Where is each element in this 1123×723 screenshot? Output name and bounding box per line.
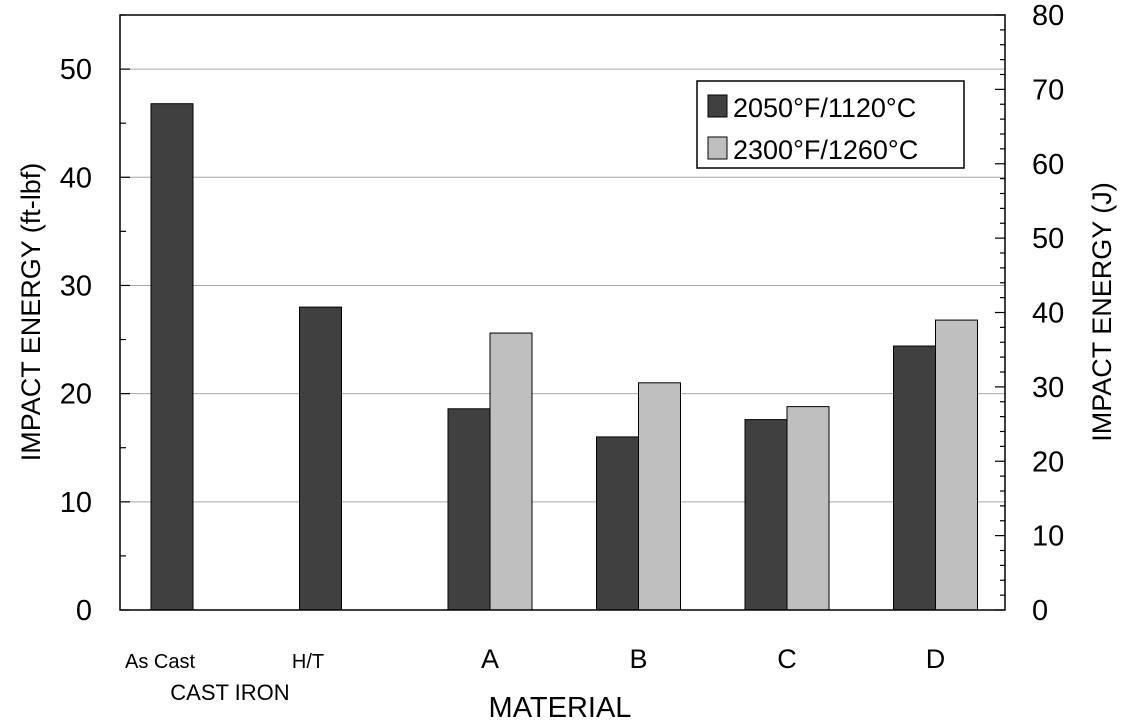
bar-c-series-1: [786, 406, 830, 611]
right-tick-label-0: 0: [1032, 595, 1048, 627]
x-label-h-t: H/T: [292, 651, 324, 673]
bar-h-t-series-0: [299, 306, 342, 611]
bar-a-series-0: [447, 408, 491, 611]
right-tick-label-20: 20: [1032, 446, 1064, 478]
x-label-b: B: [629, 644, 647, 674]
bar-as-cast-series-0: [150, 103, 194, 611]
right-tick-label-30: 30: [1032, 372, 1064, 404]
right-tick-label-80: 80: [1032, 0, 1064, 32]
legend: 2050°F/1120°C 2300°F/1260°C: [696, 80, 965, 169]
bar-d-series-1: [935, 319, 978, 611]
legend-label-2050f: 2050°F/1120°C: [733, 93, 916, 123]
right-tick-label-70: 70: [1032, 74, 1064, 106]
group-label: CAST IRON: [170, 680, 289, 705]
left-tick-label-0: 0: [76, 595, 92, 627]
right-tick-label-50: 50: [1032, 223, 1064, 255]
right-tick-label-10: 10: [1032, 521, 1064, 553]
legend-box: [696, 80, 965, 169]
legend-swatch-2300f: [707, 136, 728, 160]
gridlines: [120, 68, 1005, 503]
left-tick-label-50: 50: [60, 54, 92, 86]
left-tick-label-40: 40: [60, 162, 92, 194]
y2-axis-label: IMPACT ENERGY (J): [1087, 182, 1117, 442]
bar-b-series-0: [596, 436, 639, 611]
bar-c-series-0: [744, 419, 788, 611]
x-category-labels: As Cast H/T A B C D: [125, 644, 945, 674]
x-label-a: A: [481, 644, 499, 674]
bar-d-series-0: [893, 345, 936, 611]
bar-b-series-1: [638, 382, 681, 611]
right-axis-ticks: 0 10 20 30 40 50 60 70 80: [995, 0, 1064, 627]
bar-a-series-1: [489, 332, 533, 611]
left-tick-label-20: 20: [60, 379, 92, 411]
legend-label-2300f: 2300°F/1260°C: [733, 135, 918, 165]
right-tick-label-60: 60: [1032, 149, 1064, 181]
x-label-d: D: [926, 644, 946, 674]
x-axis-label: MATERIAL: [489, 692, 632, 723]
bars: [150, 103, 978, 611]
legend-swatch-2050f: [707, 94, 728, 118]
left-tick-label-30: 30: [60, 270, 92, 302]
left-tick-label-10: 10: [60, 487, 92, 519]
x-label-as-cast: As Cast: [125, 651, 195, 673]
right-tick-label-40: 40: [1032, 298, 1064, 330]
x-label-c: C: [777, 644, 797, 674]
left-axis-ticks: 0 10 20 30 40 50: [60, 14, 130, 627]
y-axis-label: IMPACT ENERGY (ft-lbf): [16, 163, 46, 462]
